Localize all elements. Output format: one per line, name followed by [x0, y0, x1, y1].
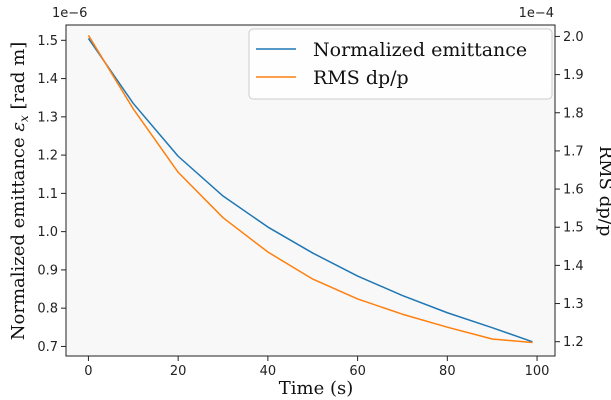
x-tick-label: 40 [260, 364, 277, 379]
x-tick-label: 100 [525, 364, 550, 379]
left-axis-multiplier: 1e−6 [52, 6, 87, 21]
left-y-tick-label: 1.5 [37, 34, 58, 49]
left-y-tick-label: 1.4 [37, 72, 58, 87]
legend: Normalized emittance RMS dp/p [249, 29, 552, 99]
right-y-tick-label: 1.8 [563, 106, 584, 121]
y-axis-label-left: Normalized emittance εx [rad m] [8, 42, 31, 340]
right-y-tick-label: 1.3 [563, 297, 584, 312]
right-y-tick-label: 1.5 [563, 221, 584, 236]
right-y-tick-label: 1.6 [563, 183, 584, 198]
left-y-tick-label: 0.8 [37, 302, 58, 317]
x-axis-label: Time (s) [279, 378, 354, 399]
right-axis-multiplier: 1e−4 [519, 6, 554, 21]
left-y-tick-label: 0.9 [37, 263, 58, 278]
x-tick-label: 20 [170, 364, 187, 379]
left-y-tick-label: 1.0 [37, 225, 58, 240]
legend-label-normalized-emittance: Normalized emittance [313, 39, 527, 61]
left-y-tick-label: 1.3 [37, 110, 58, 125]
left-y-tick-label: 1.2 [37, 149, 58, 164]
left-y-tick-label: 1.1 [37, 187, 58, 202]
right-y-tick-label: 2.0 [563, 30, 584, 45]
y-axis-label-right: RMS dp/p [595, 146, 611, 237]
x-tick-label: 0 [84, 364, 92, 379]
right-y-tick-label: 1.9 [563, 68, 584, 83]
x-tick-label: 80 [439, 364, 456, 379]
right-y-tick-label: 1.2 [563, 335, 584, 350]
x-tick-label: 60 [349, 364, 366, 379]
legend-label-rms-dpp: RMS dp/p [313, 67, 409, 89]
right-y-tick-label: 1.4 [563, 259, 584, 274]
left-y-tick-label: 0.7 [37, 340, 58, 355]
right-y-tick-label: 1.7 [563, 144, 584, 159]
